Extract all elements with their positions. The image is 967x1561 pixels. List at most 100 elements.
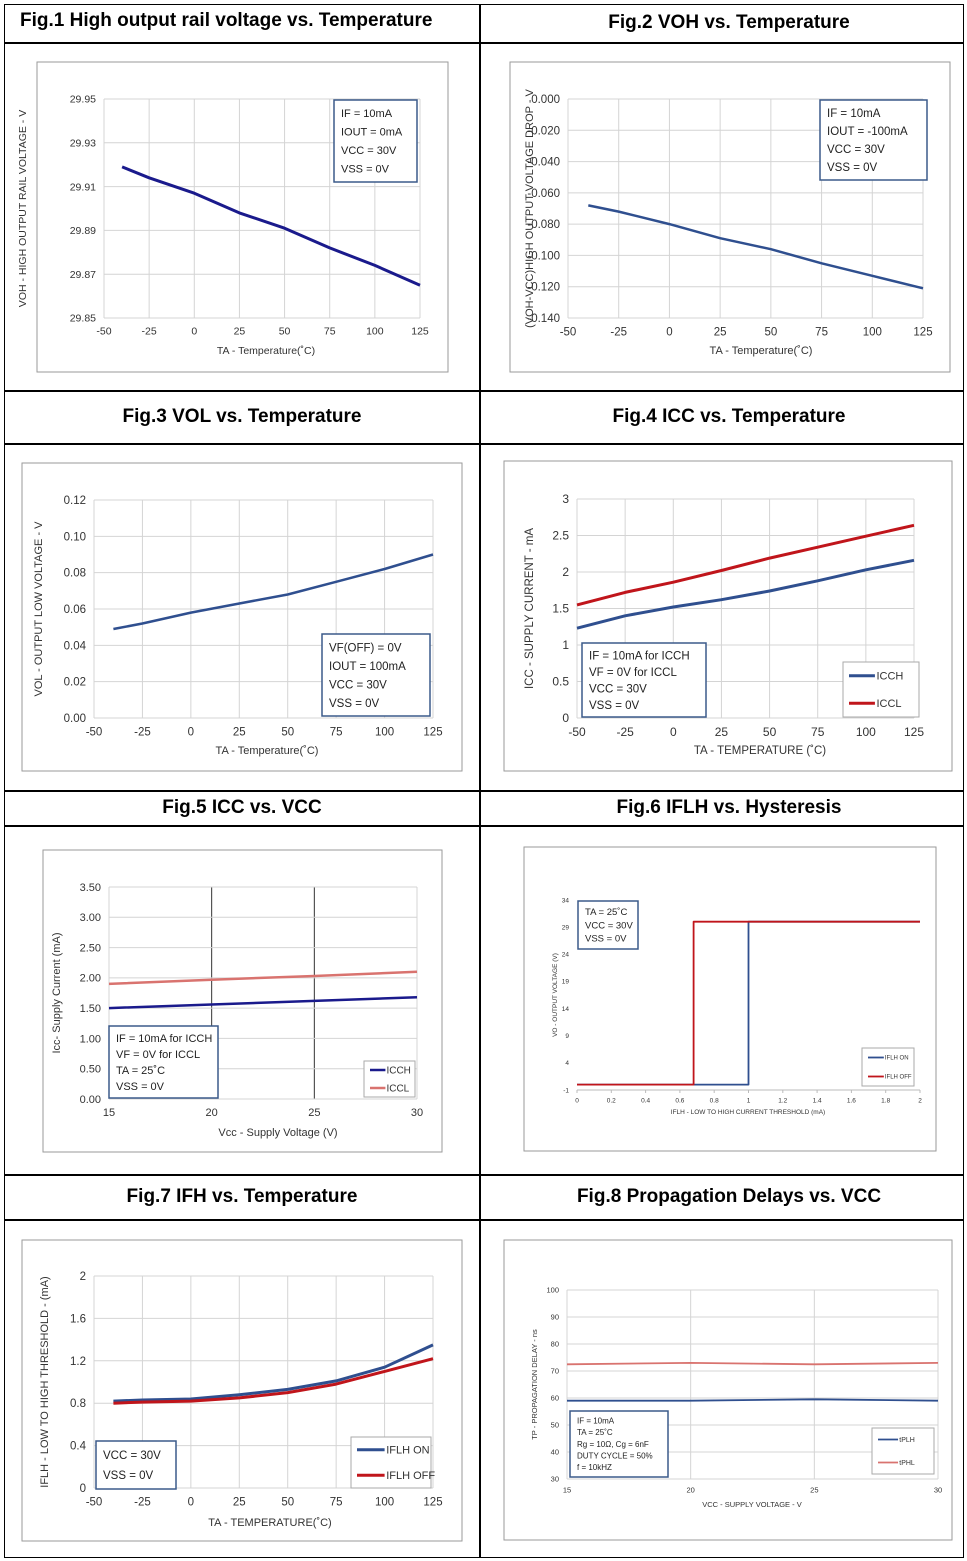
x-axis-label: TA - Temperature(˚C) [710,345,813,357]
y-tick-label: -0.100 [527,250,560,262]
y-tick-label: 29 [562,924,570,931]
condition-text: VSS = 0V [341,164,390,176]
x-tick-label: 125 [423,1497,442,1509]
series-line-iccl [108,970,418,986]
y-axis-label: ICC - SUPPLY CURRENT - mA [524,528,536,689]
y-tick-label: 24 [562,952,570,959]
conditions-box [333,99,418,183]
condition-text: VSS = 0V [585,934,627,945]
y-tick-label: 29.89 [70,225,96,237]
x-tick-label: 25 [233,1497,246,1509]
fig3-title: Fig.3 VOL vs. Temperature [122,406,362,427]
legend-label: ICCL [386,1084,409,1095]
y-tick-label: 2.00 [80,973,101,985]
condition-text: VCC = 30V [827,144,885,156]
x-tick-label: 100 [863,327,882,339]
x-tick-label: -25 [610,327,627,339]
y-tick-label: -0.080 [527,219,560,231]
x-tick-label: -25 [616,725,634,739]
y-tick-label: 0.4 [70,1441,87,1453]
condition-text: VCC = 30V [329,679,387,691]
y-tick-label: 3 [562,492,569,506]
conditions-box [819,99,928,181]
legend-label: ICCH [386,1066,410,1077]
x-tick-label: 25 [233,727,246,739]
y-tick-label: 30 [551,1475,559,1484]
y-tick-label: 1.00 [80,1033,101,1045]
legend-box [871,1427,935,1475]
x-tick-label: 1.2 [778,1098,787,1105]
chart-5: 15 20 25 30 0.00 0.50 1.00 1.50 2.00 2.50 3.00 3.50… [42,849,443,1153]
chart-4: -50 -25 0 25 50 75 100 125 0 0.5 1 1.5 2 2.5 3 TA - TEM… [503,460,953,772]
x-axis-label: TA - Temperature(˚C) [216,745,319,757]
conditions-box [95,1440,177,1490]
y-tick-label: 80 [551,1340,559,1349]
x-tick-label: 125 [913,327,932,339]
condition-text: f = 10kHZ [577,1463,612,1472]
y-tick-label: 70 [551,1367,559,1376]
y-tick-label: 100 [546,1286,559,1295]
x-tick-label: 2 [918,1098,922,1105]
x-tick-label: 50 [279,326,291,338]
y-tick-label: -0.020 [527,125,560,137]
x-tick-label: 0 [191,326,197,338]
y-axis-label: (VOH-VCC)HIGH OUTPUT VOLTAGE DROP - V [524,88,536,327]
y-tick-label: -0.140 [527,313,560,325]
condition-text: VF = 0V for ICCL [116,1049,200,1061]
conditions-box [581,642,707,718]
x-tick-label: -25 [142,326,157,338]
y-tick-label: -0.060 [527,188,560,200]
y-tick-label: 29.91 [70,181,96,193]
y-tick-label: 34 [562,897,570,904]
condition-text: VSS = 0V [827,162,878,174]
x-tick-label: 0.8 [710,1098,719,1105]
y-tick-label: 90 [551,1313,559,1322]
y-tick-label: 29.95 [70,94,96,106]
x-tick-label: -50 [568,725,586,739]
condition-text: DUTY CYCLE = 50% [577,1451,653,1460]
x-tick-label: 75 [330,1497,343,1509]
x-tick-label: -25 [134,727,151,739]
row-divider [4,443,964,445]
y-tick-label: 50 [551,1421,559,1430]
legend-label: IFLH OFF [885,1075,912,1081]
x-tick-label: 0 [670,725,677,739]
x-axis-label: VCC - SUPPLY VOLTAGE - V [702,1500,801,1509]
x-tick-label: 125 [411,326,429,338]
y-tick-label: 3.50 [80,882,101,894]
x-tick-label: 25 [810,1486,818,1495]
column-divider [479,4,481,1558]
x-tick-label: 25 [234,326,246,338]
condition-text: Rg = 10Ω, Cg = 6nF [577,1440,649,1449]
row-divider [4,390,964,392]
y-tick-label: 29.93 [70,137,96,149]
x-tick-label: -25 [134,1497,151,1509]
y-tick-label: 0.04 [64,640,87,652]
y-tick-label: 0.8 [70,1398,86,1410]
y-axis-label: VOL - OUTPUT LOW VOLTAGE - V [33,521,45,697]
condition-text: VCC = 30V [341,145,397,157]
row-divider [4,790,964,792]
x-tick-label: 75 [811,725,825,739]
legend-label: IFLH OFF [386,1470,435,1482]
y-tick-label: 40 [551,1448,559,1457]
condition-text: VF(OFF) = 0V [329,642,402,654]
x-tick-label: 75 [330,727,343,739]
condition-text: VSS = 0V [589,700,640,712]
y-tick-label: 2.5 [552,529,569,543]
series-line-iflh-on [113,1343,434,1403]
fig6-title: Fig.6 IFLH vs. Hysteresis [616,797,842,818]
x-tick-label: 30 [411,1107,423,1119]
legend-label: ICCL [876,698,901,710]
condition-text: VCC = 30V [589,683,647,695]
condition-text: IF = 10mA [341,108,393,120]
x-tick-label: 20 [206,1107,218,1119]
condition-text: IOUT = 100mA [329,661,406,673]
x-tick-label: 75 [324,326,336,338]
chart-frame [21,462,463,772]
x-tick-label: 1.6 [847,1098,856,1105]
condition-text: TA = 25˚C [577,1428,613,1437]
condition-text: TA = 25˚C [585,907,627,918]
row-divider [4,825,964,827]
x-axis-label: Vcc - Supply Voltage (V) [218,1127,337,1139]
